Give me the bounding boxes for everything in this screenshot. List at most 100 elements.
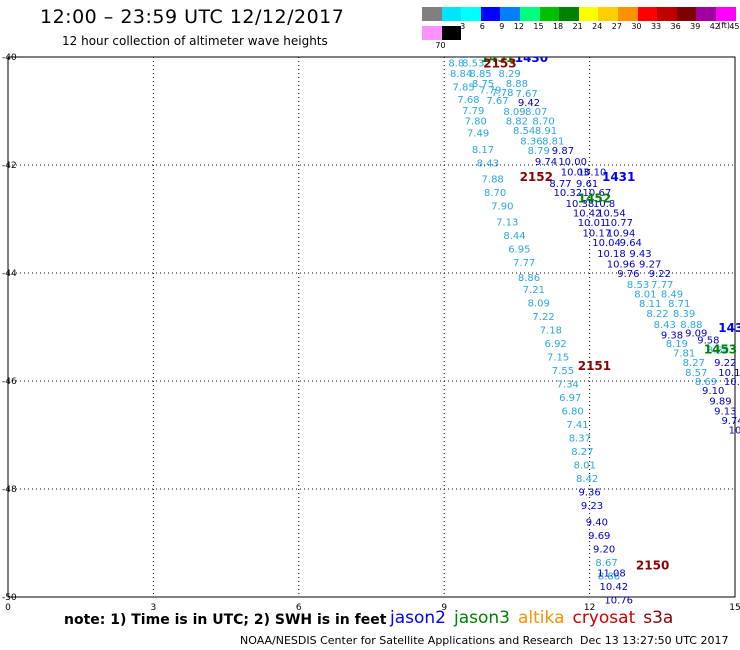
wave-height-point: 7.34	[557, 380, 579, 391]
wave-height-point: 7.79	[479, 85, 501, 96]
wave-height-point: 8.37	[569, 434, 591, 445]
wave-height-point: 10	[729, 426, 740, 437]
wave-height-point: 8.11	[639, 299, 661, 310]
wave-height-point: 10.42	[573, 209, 602, 220]
wave-height-point: 7.77	[651, 280, 673, 291]
wave-height-point: 10.77	[604, 218, 633, 229]
wave-height-point: 9.58	[697, 335, 719, 346]
color-scale-box: 45	[715, 7, 740, 31]
page-subtitle: 12 hour collection of altimeter wave hei…	[62, 34, 328, 48]
wave-height-point: 7.90	[491, 202, 513, 213]
y-tick-label: -46	[2, 377, 17, 387]
y-tick-label: -44	[2, 269, 17, 279]
wave-height-point: 8.43	[477, 158, 499, 169]
wave-height-point: 7.68	[457, 95, 479, 106]
pass-label: 1431	[602, 170, 635, 184]
wave-height-point: 7.79	[462, 106, 484, 117]
wave-height-point: 8.19	[666, 339, 688, 350]
wave-height-point: 10.38	[566, 199, 595, 210]
wave-height-point: 8.50	[707, 346, 729, 357]
plot-frame	[7, 56, 736, 598]
wave-height-point: 10.94	[607, 229, 636, 240]
wave-height-point: 9.69	[588, 531, 610, 542]
color-scale-box: 70	[422, 26, 446, 50]
wave-height-point: 7.67	[515, 89, 537, 100]
color-scale-box: 6	[461, 7, 485, 31]
wave-height-point: 7.78	[491, 88, 513, 99]
wave-height-point: 8.42	[576, 474, 598, 485]
x-tick-label: 9	[441, 603, 447, 613]
wave-height-point: 7.77	[513, 258, 535, 269]
wave-height-point: 6.95	[508, 245, 530, 256]
wave-height-point: 11.08	[597, 569, 626, 580]
wave-height-point: 10.04	[592, 238, 621, 249]
wave-height-point: 10.67	[583, 188, 612, 199]
wave-height-point: 8.86	[518, 273, 540, 284]
color-scale-box: 24	[578, 7, 602, 31]
color-scale-box	[441, 26, 462, 40]
color-scale-label: 21	[572, 22, 583, 31]
y-tick-label: -40	[2, 53, 17, 63]
wave-height-point: 8.36	[520, 137, 542, 148]
wave-height-point: 7.55	[552, 366, 574, 377]
wave-height-point: 7.88	[482, 175, 504, 186]
wave-height-point: 8.75	[472, 79, 494, 90]
color-scale-label: 45	[729, 22, 740, 31]
wave-height-point: 7.41	[566, 420, 588, 431]
wave-height-point: 9.23	[581, 501, 603, 512]
wave-height-point: 8.09	[503, 107, 525, 118]
color-scale-box: 30	[617, 7, 642, 31]
pass-label: 1453	[704, 343, 737, 357]
x-tick-label: 6	[296, 603, 302, 613]
wave-height-point: 8.88	[680, 320, 702, 331]
wave-height-point: 10.32	[553, 188, 582, 199]
color-scale-label: 12	[513, 22, 524, 31]
wave-height-point: 10.16	[718, 368, 740, 379]
wave-height-point: 7.15	[547, 353, 569, 364]
color-scale-label: 18	[552, 22, 564, 31]
wave-height-point: 8.70	[484, 188, 506, 199]
wave-height-point: 10.42	[600, 582, 629, 593]
color-scale-box: 27	[598, 7, 622, 31]
color-scale-box: 12	[500, 7, 524, 31]
wave-height-point: 8.34	[455, 50, 477, 61]
wave-height-point: 8.91	[535, 126, 557, 137]
color-scale-box: 9	[480, 7, 504, 31]
color-scale-box: 33	[637, 7, 661, 31]
wave-height-point: 9.43	[629, 249, 651, 260]
color-scale-box: 36	[657, 7, 681, 31]
wave-height-point: 7.13	[496, 218, 518, 229]
satellite-legend: jason2 jason3 altika cryosat s3a	[390, 608, 681, 628]
wave-height-point: 9.20	[593, 544, 615, 555]
wave-height-point: 8.84	[450, 69, 472, 80]
color-scale-label: 6	[479, 22, 485, 31]
wave-height-point: 9.76	[617, 269, 639, 280]
wave-height-point: 9.09	[685, 328, 707, 339]
wave-height-point: 7.18	[540, 326, 562, 337]
wave-height-point: 8.53	[462, 58, 484, 69]
color-scale-box: 39	[676, 7, 700, 31]
wave-height-point: 9.10	[702, 386, 724, 397]
y-tick-label: -50	[2, 593, 17, 603]
wave-height-point: 8.79	[528, 146, 550, 157]
wave-height-point: 8.82	[506, 117, 528, 128]
timestamp-text: Dec 13 13:27:50 UTC 2017	[580, 634, 729, 647]
wave-height-point: 10.03	[561, 167, 590, 178]
wave-height-point: 8.43	[654, 320, 676, 331]
pass-label: 1452	[578, 191, 611, 205]
wave-height-point: 8.07	[525, 107, 547, 118]
satellite-legend-cryosat: cryosat	[572, 608, 636, 628]
wave-height-point: 8.29	[498, 69, 520, 80]
x-tick-label: 12	[584, 603, 595, 613]
pass-label: 2152	[520, 170, 553, 184]
wave-height-point: 9.36	[578, 488, 600, 499]
wave-height-point: 6.80	[562, 407, 584, 418]
color-scale-box: 18	[539, 7, 563, 31]
color-scale-box: 3	[441, 7, 465, 31]
wave-height-point: 10.18	[597, 249, 626, 260]
wave-height-point: 9.74	[721, 416, 740, 427]
color-scale-label: 30	[631, 22, 642, 31]
wave-height-point: 9.42	[518, 98, 540, 109]
wave-height-point: 8.53	[627, 280, 649, 291]
